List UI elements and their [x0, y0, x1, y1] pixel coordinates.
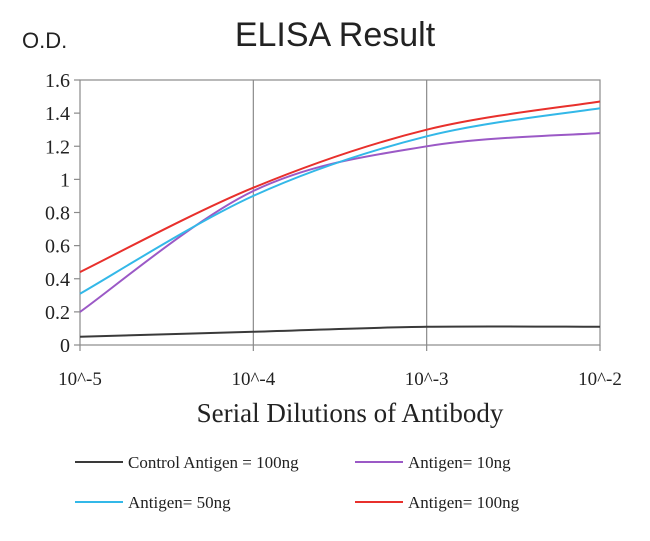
y-tick-label: 0 [60, 335, 70, 357]
x-axis-ticks: 10^-2 10^-3 10^-4 10^-5 [58, 345, 622, 390]
x-axis-label: Serial Dilutions of Antibody [197, 398, 504, 428]
y-tick-label: 1.6 [45, 70, 70, 92]
x-tick-label: 10^-5 [58, 369, 102, 390]
plot-area [79, 79, 601, 346]
x-tick-label: 10^-4 [231, 369, 275, 390]
y-tick-label: 1.2 [45, 136, 70, 158]
y-axis-label: O.D. [22, 28, 67, 53]
legend: Control Antigen = 100ng Antigen= 10ng Anti… [75, 453, 520, 512]
series-line [79, 132, 601, 313]
legend-label: Antigen= 100ng [408, 493, 520, 512]
legend-label: Antigen= 50ng [128, 493, 231, 512]
y-tick-label: 0.6 [45, 236, 70, 258]
chart-title: ELISA Result [235, 16, 436, 54]
legend-label: Antigen= 10ng [408, 453, 511, 472]
y-tick-label: 1.4 [45, 103, 70, 125]
series-line [79, 325, 601, 338]
y-tick-label: 0.4 [45, 269, 70, 291]
legend-label: Control Antigen = 100ng [128, 453, 299, 472]
series-line [79, 107, 601, 295]
grid-lines [252, 80, 428, 345]
x-tick-label: 10^-2 [578, 369, 622, 390]
y-axis-ticks: 0 0.2 0.4 0.6 0.8 1 1.2 1.4 1.6 [45, 70, 80, 357]
x-tick-label: 10^-3 [405, 369, 449, 390]
y-tick-label: 0.2 [45, 302, 70, 324]
y-tick-label: 1 [60, 169, 70, 191]
series-lines [79, 100, 601, 338]
y-tick-label: 0.8 [45, 203, 70, 225]
series-line [79, 100, 601, 273]
